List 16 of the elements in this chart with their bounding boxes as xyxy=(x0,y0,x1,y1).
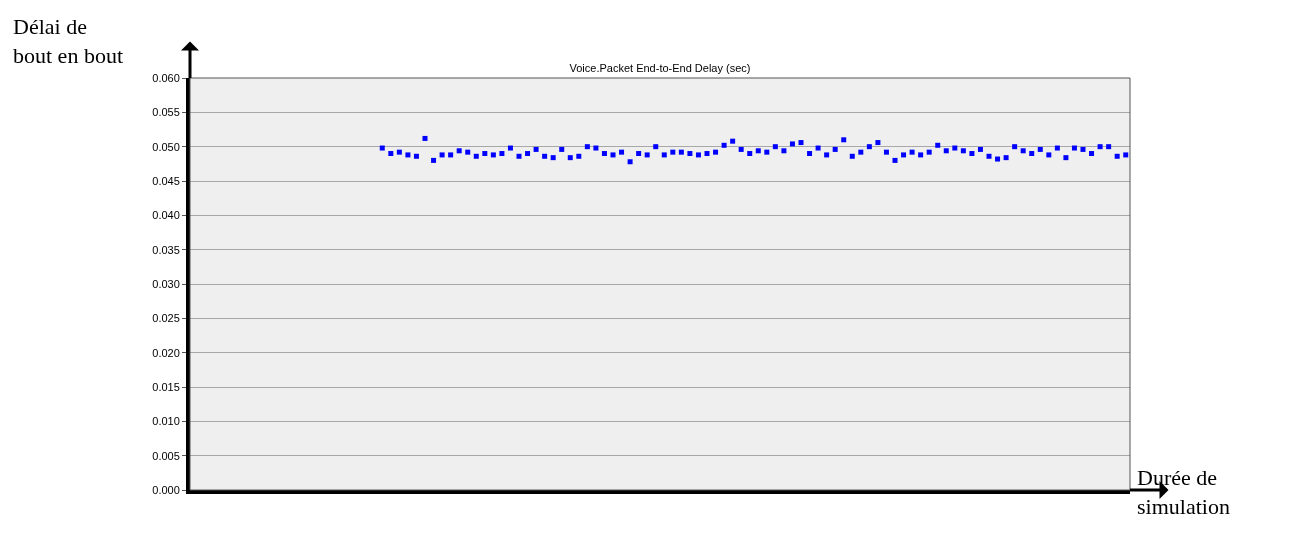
y-tick-label: 0.055 xyxy=(152,106,180,119)
y-tick-label: 0.020 xyxy=(152,346,180,359)
y-axis-title: Délai de bout en bout xyxy=(13,14,123,68)
y-tick-label: 0.005 xyxy=(152,449,180,462)
chart-title: Voice.Packet End-to-End Delay (sec) xyxy=(569,61,751,74)
x-axis-title: Durée de simulation xyxy=(1137,465,1230,519)
y-tick-label: 0.025 xyxy=(152,312,180,325)
y-tick-label: 0.035 xyxy=(152,243,180,256)
y-tick-label: 0.010 xyxy=(152,415,180,428)
y-tick-label: 0.000 xyxy=(152,483,180,496)
y-tick-label: 0.060 xyxy=(152,71,180,84)
y-tick-label: 0.040 xyxy=(152,209,180,222)
y-tick-label: 0.030 xyxy=(152,277,180,290)
y-tick-label: 0.045 xyxy=(152,174,180,187)
y-tick-label: 0.050 xyxy=(152,140,180,153)
y-tick-label: 0.015 xyxy=(152,380,180,393)
